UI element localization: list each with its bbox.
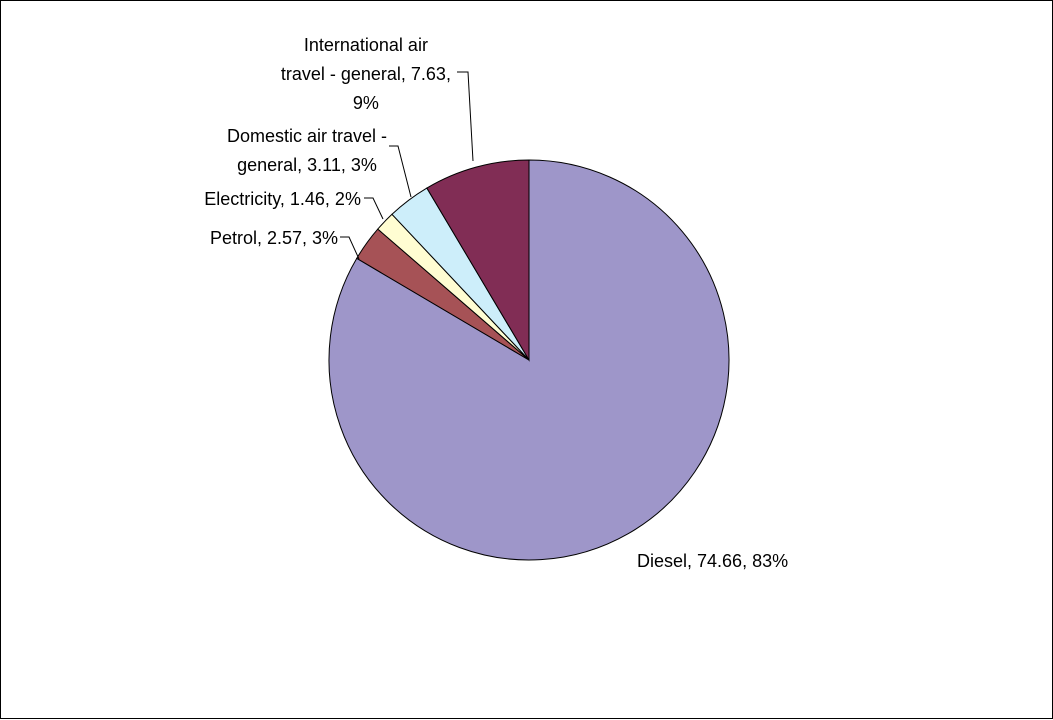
data-label-electricity: Electricity, 1.46, 2%	[204, 189, 361, 209]
leader-line-international-air-travel-general	[457, 71, 474, 162]
leader-line-domestic-air-travel-general	[389, 145, 412, 198]
data-label-petrol: Petrol, 2.57, 3%	[210, 228, 338, 248]
leader-line-electricity	[364, 197, 384, 220]
data-label-domestic-air-travel-general: Domestic air travel -general, 3.11, 3%	[227, 126, 387, 175]
data-label-diesel: Diesel, 74.66, 83%	[637, 551, 788, 571]
leader-line-petrol	[340, 236, 360, 260]
pie-slice-international-air-travel-general	[426, 159, 530, 362]
data-label-international-air-travel-general: International air travel - general, 7.63,…	[281, 35, 451, 113]
